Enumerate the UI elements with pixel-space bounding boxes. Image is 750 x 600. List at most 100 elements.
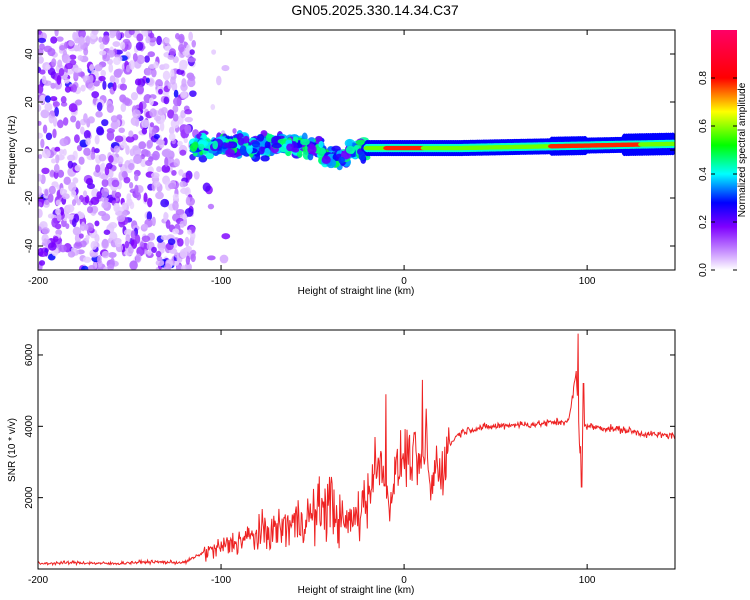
heatmap-cell (156, 35, 163, 46)
heatmap-cell (221, 233, 231, 240)
heatmap-cell (96, 127, 105, 136)
heatmap-cell (155, 191, 164, 200)
heatmap-cell (108, 63, 114, 73)
heatmap-cell (187, 74, 196, 81)
heatmap-cell (140, 158, 147, 168)
heatmap-cell (134, 78, 142, 86)
heatmap-cell (100, 69, 107, 77)
heatmap-cell (109, 75, 116, 83)
heatmap-cell (135, 41, 144, 51)
spectrogram-heatmap (38, 30, 675, 270)
heatmap-cell (102, 80, 107, 91)
heatmap-cell (145, 159, 153, 167)
heatmap-cell (149, 122, 155, 128)
heatmap-cell (260, 155, 270, 162)
heatmap-cell (51, 58, 57, 67)
y-tick-label: -20 (24, 190, 35, 205)
heatmap-cell (219, 254, 229, 264)
heatmap-cell (76, 198, 82, 206)
heatmap-cell (148, 36, 157, 43)
x-tick-label: 0 (401, 575, 407, 586)
heatmap-cell (141, 119, 150, 128)
heatmap-cell (162, 63, 170, 70)
spectrogram-x-ticks: -200 -100 0 100 (28, 30, 596, 287)
heatmap-cell (163, 37, 170, 44)
heatmap-cell (94, 134, 100, 145)
heatmap-cell (38, 154, 43, 160)
heatmap-cell (180, 265, 187, 270)
snr-y-label: SNR (10 * v/v) (7, 418, 18, 482)
heatmap-cell (90, 151, 96, 160)
heatmap-cell (69, 54, 77, 60)
heatmap-cell (163, 211, 169, 222)
heatmap-cell (180, 187, 190, 195)
heatmap-cell (73, 44, 80, 52)
snr-series-line (38, 333, 675, 567)
heatmap-cell (141, 127, 148, 135)
heatmap-cell (144, 55, 150, 63)
heatmap-cell (185, 245, 192, 252)
heatmap-cell (128, 130, 134, 138)
heatmap-cell (210, 104, 216, 111)
heatmap-cell (99, 163, 105, 174)
heatmap-cell (38, 84, 44, 94)
heatmap-cell (116, 156, 124, 165)
heatmap-cell (167, 238, 176, 246)
heatmap-cell (108, 155, 114, 164)
heatmap-cell (82, 256, 92, 263)
heatmap-cell (38, 132, 43, 139)
heatmap-cell (95, 110, 103, 118)
heatmap-cell (155, 139, 165, 146)
heatmap-cell (50, 36, 58, 44)
heatmap-cell (355, 139, 366, 146)
heatmap-cell (151, 128, 157, 136)
heatmap-cell (72, 31, 77, 41)
heatmap-cell (145, 150, 151, 157)
heatmap-cell (54, 106, 59, 117)
heatmap-cell (163, 96, 170, 105)
heatmap-cell (136, 192, 142, 201)
heatmap-cell (161, 164, 171, 173)
heatmap-cell (99, 50, 107, 56)
heatmap-cell (258, 146, 265, 155)
heatmap-cell (193, 170, 200, 180)
heatmap-cell (66, 69, 74, 75)
heatmap-cell (47, 48, 56, 57)
heatmap-cell (47, 193, 54, 203)
heatmap-cell (180, 91, 188, 99)
heatmap-cell (191, 40, 197, 48)
x-tick-label: -200 (28, 575, 48, 586)
heatmap-cell (146, 211, 153, 221)
heatmap-cell (184, 236, 190, 247)
y-tick-label: 40 (24, 48, 35, 60)
heatmap-cell (179, 149, 187, 156)
heatmap-cell (63, 78, 70, 84)
heatmap-cell (141, 30, 148, 37)
heatmap-cell (170, 118, 180, 129)
heatmap-cell (151, 216, 156, 227)
heatmap-cell (100, 196, 109, 203)
heatmap-cell (89, 63, 95, 72)
heatmap-cell (154, 115, 162, 122)
heatmap-cell (72, 226, 82, 236)
heatmap-cell (48, 185, 56, 195)
heatmap-cell (129, 148, 135, 157)
heatmap-cell (44, 95, 51, 103)
heatmap-cell (39, 43, 45, 51)
heatmap-cell (47, 67, 56, 76)
heatmap-cell (138, 141, 147, 150)
heatmap-cell (145, 77, 150, 84)
heatmap-cell (44, 188, 49, 197)
heatmap-cell (119, 41, 126, 50)
snr-x-ticks: -200 -100 0 100 (28, 330, 596, 586)
heatmap-cell (106, 103, 114, 113)
heatmap-cell (331, 145, 341, 152)
heatmap-cell (62, 54, 71, 64)
heatmap-cell (172, 228, 180, 235)
heatmap-cell (108, 169, 114, 178)
heatmap-cell (51, 217, 58, 228)
heatmap-cell (107, 264, 115, 270)
y-tick-label: 6000 (24, 343, 35, 366)
heatmap-cell (80, 84, 86, 92)
heatmap-cell (101, 178, 109, 188)
